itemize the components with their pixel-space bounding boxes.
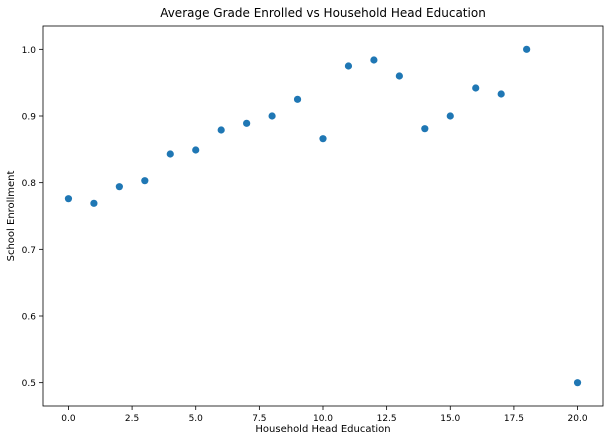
data-point	[294, 96, 301, 103]
data-point	[447, 112, 454, 119]
data-point	[90, 200, 97, 207]
x-tick-label: 7.5	[252, 414, 266, 424]
x-tick-label: 10.0	[313, 414, 333, 424]
data-point	[141, 177, 148, 184]
data-point	[523, 46, 530, 53]
data-point	[192, 146, 199, 153]
data-point	[116, 183, 123, 190]
data-point	[243, 120, 250, 127]
data-point	[396, 72, 403, 79]
y-tick-label: 0.7	[22, 246, 36, 256]
x-tick-label: 5.0	[189, 414, 204, 424]
data-point	[574, 379, 581, 386]
x-axis: 0.0 2.5 5.0 7.5 10.0 12.5 15.0 17.5 20.0	[61, 406, 588, 424]
chart-title: Average Grade Enrolled vs Household Head…	[160, 6, 486, 20]
x-tick-label: 15.0	[440, 414, 460, 424]
data-point	[472, 84, 479, 91]
data-point	[319, 135, 326, 142]
axes-frame	[43, 26, 603, 406]
y-tick-label: 0.5	[22, 379, 36, 389]
plot-area	[65, 46, 581, 387]
x-tick-label: 2.5	[125, 414, 139, 424]
x-axis-label: Household Head Education	[255, 424, 390, 435]
y-tick-label: 0.8	[22, 179, 37, 189]
data-point	[218, 126, 225, 133]
y-axis: 0.5 0.6 0.7 0.8 0.9 1.0	[22, 46, 43, 389]
y-tick-label: 0.9	[22, 113, 37, 123]
y-tick-label: 0.6	[22, 313, 37, 323]
y-tick-label: 1.0	[22, 46, 37, 56]
data-point	[345, 62, 352, 69]
data-point	[370, 56, 377, 63]
x-tick-label: 17.5	[504, 414, 524, 424]
data-point	[421, 125, 428, 132]
data-point	[268, 112, 275, 119]
data-point	[167, 150, 174, 157]
x-tick-label: 0.0	[61, 414, 76, 424]
y-axis-label: School Enrollment	[6, 171, 17, 262]
x-tick-label: 20.0	[568, 414, 588, 424]
x-tick-label: 12.5	[377, 414, 397, 424]
data-point	[498, 90, 505, 97]
data-point	[65, 195, 72, 202]
